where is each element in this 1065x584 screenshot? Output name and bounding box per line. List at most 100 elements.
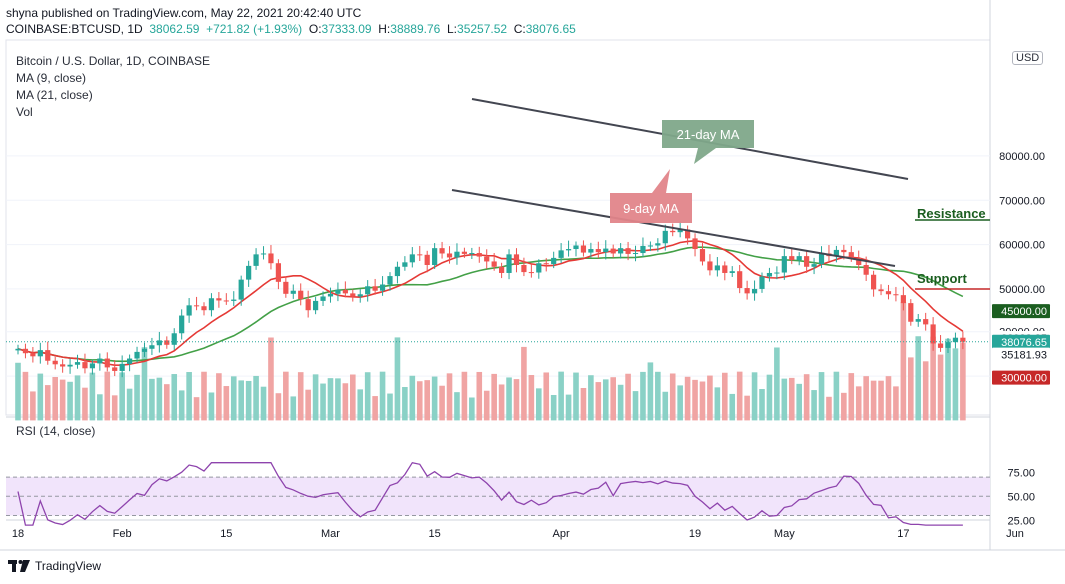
- candle-body: [402, 262, 408, 267]
- candle-body: [313, 300, 319, 311]
- legend-title[interactable]: Bitcoin / U.S. Dollar, 1D, COINBASE: [16, 54, 211, 68]
- close-value: 38076.65: [525, 22, 576, 36]
- volume-bar: [476, 371, 483, 421]
- candle-body: [52, 360, 58, 365]
- candle-body: [15, 348, 21, 351]
- candle-body: [759, 276, 765, 289]
- volume-bar: [350, 374, 356, 421]
- volume-bar: [439, 385, 445, 421]
- volume-bar: [216, 373, 222, 421]
- rsi-tick-label: 25.00: [1007, 515, 1035, 527]
- volume-bar: [186, 372, 192, 421]
- volume-bar: [736, 371, 743, 421]
- price-label-text: 38076.65: [1001, 337, 1047, 349]
- volume-bar: [89, 372, 96, 421]
- indicator-legend: Bitcoin / U.S. Dollar, 1D, COINBASE MA (…: [16, 53, 210, 121]
- volume-bar: [573, 372, 579, 421]
- candle-body: [751, 288, 758, 294]
- candle-body: [238, 279, 244, 300]
- candle-body: [387, 276, 393, 285]
- candle-body: [930, 324, 936, 344]
- volume-bar: [387, 393, 393, 421]
- candle-body: [796, 256, 802, 261]
- volume-bar: [952, 348, 959, 421]
- resistance-label: Resistance: [917, 206, 986, 221]
- volume-bar: [44, 385, 51, 421]
- support-label: Support: [917, 271, 967, 286]
- volume-bar: [558, 371, 564, 421]
- legend-ma21[interactable]: MA (21, close): [16, 88, 93, 102]
- volume-bar: [283, 371, 289, 421]
- candle-body: [37, 350, 43, 357]
- volume-bar: [617, 384, 624, 421]
- volume-bar: [915, 336, 922, 421]
- volume-bar: [662, 391, 669, 421]
- candle-body: [246, 265, 252, 280]
- volume-bar: [52, 376, 58, 421]
- legend-ma9[interactable]: MA (9, close): [16, 71, 87, 85]
- volume-bar: [454, 392, 460, 421]
- volume-bar: [320, 383, 326, 421]
- candle-body: [915, 319, 921, 322]
- volume-bar: [59, 379, 66, 421]
- volume-bar: [67, 381, 73, 421]
- candle-body: [685, 229, 691, 239]
- volume-bar: [22, 371, 29, 421]
- volume-bar: [759, 389, 765, 421]
- candle-body: [97, 358, 103, 364]
- volume-bar: [766, 374, 773, 421]
- volume-bar: [878, 380, 884, 421]
- candle-body: [141, 348, 148, 352]
- candle-body: [580, 245, 587, 253]
- volume-bar: [37, 373, 44, 421]
- volume-bar: [424, 380, 430, 421]
- rsi-legend[interactable]: RSI (14, close): [16, 424, 96, 438]
- price-tick-label: 60000.00: [999, 240, 1045, 252]
- volume-bar: [178, 390, 185, 421]
- volume-bar: [253, 375, 259, 421]
- candle-body: [283, 281, 289, 294]
- candle-body: [551, 257, 557, 265]
- candle-body: [714, 265, 720, 271]
- candle-body: [454, 251, 460, 258]
- candle-body: [439, 248, 445, 254]
- candle-body: [104, 358, 110, 368]
- tradingview-logo-icon: [8, 560, 30, 572]
- currency-badge[interactable]: USD: [1012, 51, 1044, 65]
- volume-bar: [15, 362, 21, 421]
- candle-body: [67, 364, 73, 367]
- volume-bar: [111, 395, 118, 421]
- candle-body: [603, 248, 609, 253]
- ma21-callout-bubble: [662, 120, 754, 164]
- legend-vol[interactable]: Vol: [16, 105, 33, 119]
- candle-body: [885, 291, 892, 295]
- candle-body: [618, 248, 624, 254]
- volume-bar: [908, 357, 914, 421]
- volume-bar: [722, 372, 728, 421]
- candle-body: [409, 254, 415, 263]
- footer-brand[interactable]: TradingView: [8, 559, 101, 573]
- volume-bar: [922, 361, 929, 421]
- candle-body: [305, 299, 311, 311]
- volume-bar: [855, 386, 862, 421]
- candle-body: [372, 286, 378, 291]
- volume-bar: [297, 372, 304, 421]
- volume-bar: [312, 374, 319, 421]
- volume-bar: [677, 385, 683, 421]
- candle-body: [30, 353, 36, 357]
- candle-body: [134, 351, 140, 359]
- time-tick-label: Feb: [113, 528, 132, 540]
- candle-body: [811, 264, 817, 267]
- volume-bar: [327, 378, 334, 421]
- candle-body: [952, 337, 959, 343]
- rsi-line: [17, 461, 963, 526]
- volume-bar: [684, 376, 691, 421]
- candle-body: [231, 299, 237, 301]
- last-price: 38062.59: [149, 22, 200, 36]
- candle-body: [625, 248, 631, 254]
- volume-bar: [655, 371, 661, 421]
- ma9-callout-text: 9-day MA: [623, 201, 679, 216]
- volume-bar: [357, 389, 364, 421]
- symbol-name: COINBASE:BTCUSD, 1D: [6, 22, 143, 36]
